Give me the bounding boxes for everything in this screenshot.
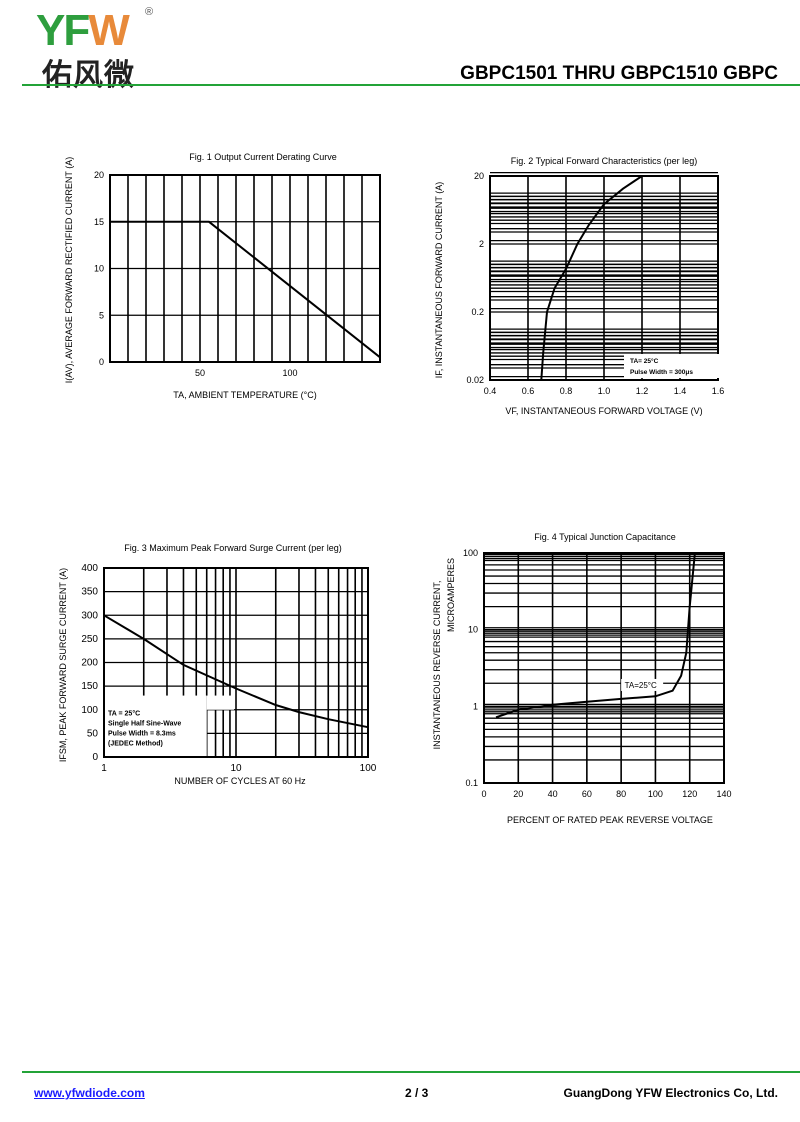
- y-tick-label: 50: [87, 728, 99, 739]
- page-number: 2 / 3: [405, 1086, 429, 1100]
- series-line-reverse: [495, 552, 696, 719]
- series-line-forward: [540, 175, 643, 381]
- annotation-text: Pulse Width = 8.3ms: [108, 730, 176, 737]
- document-title: GBPC1501 THRU GBPC1510 GBPC: [460, 63, 778, 84]
- x-tick-label: 120: [682, 789, 697, 799]
- y-tick-label: 15: [94, 217, 104, 227]
- x-tick-label: 1.0: [598, 386, 611, 396]
- y-axis-label: I(AV), AVERAGE FORWARD RECTIFIED CURRENT…: [64, 157, 74, 384]
- chart-1: 50 100 0 5 10 15 20 Fig. 1 Output Current Derat…: [64, 152, 381, 400]
- legend-box-ext: [206, 695, 234, 710]
- annotation-text: (JEDEC Method): [108, 740, 163, 747]
- chart-title: Fig. 4 Typical Junction Capacitance: [534, 532, 675, 542]
- x-axis-label: VF, INSTANTANEOUS FORWARD VOLTAGE (V): [505, 406, 702, 416]
- y-tick-label: 2: [479, 239, 484, 249]
- y-axis-label: IF, INSTANTANEOUS FORWARD CURRENT (A): [434, 182, 444, 379]
- x-tick-label: 1.6: [712, 386, 725, 396]
- y-tick-label: 200: [81, 658, 98, 669]
- y-tick-label: 100: [463, 548, 478, 558]
- registered-mark: ®: [145, 6, 154, 18]
- x-tick-label: 50: [195, 368, 205, 378]
- x-tick-label: 60: [582, 789, 592, 799]
- series-line-derating: [110, 220, 381, 359]
- x-tick-label: 0.4: [484, 386, 497, 396]
- series-line-surge: [103, 614, 369, 729]
- y-tick-label: 0.2: [471, 307, 484, 317]
- y-tick-label: 150: [81, 681, 98, 692]
- y-tick-label: 300: [81, 610, 98, 621]
- plot-area: [483, 552, 725, 784]
- x-tick-label: 0: [481, 789, 486, 799]
- y-tick-label: 400: [81, 563, 98, 574]
- chart-title: Fig. 2 Typical Forward Characteristics (…: [511, 156, 697, 166]
- y-tick-label: 20: [94, 170, 104, 180]
- x-axis-label: NUMBER OF CYCLES AT 60 Hz: [174, 776, 306, 786]
- y-tick-label: 5: [99, 310, 104, 320]
- x-tick-label: 1: [101, 763, 107, 774]
- y-tick-label: 1: [473, 701, 478, 711]
- logo-chinese-text: 佑风微: [42, 59, 135, 92]
- x-tick-label: 1.4: [674, 386, 687, 396]
- annotation-text: TA = 25°C: [108, 709, 140, 717]
- legend-box: [105, 695, 207, 756]
- x-tick-label: 80: [616, 789, 626, 799]
- chart-4: TA=25°C 0 20 40 60 80 100 120 140 0.1 1 10 100 Fig. 4…: [432, 532, 732, 825]
- company-logo: YFW ® 佑风微: [28, 6, 158, 92]
- y-tick-label: 100: [81, 705, 98, 716]
- y-tick-label: 0: [99, 357, 104, 367]
- y-tick-label: 250: [81, 634, 98, 645]
- x-tick-label: 20: [513, 789, 523, 799]
- header-rule: [22, 84, 800, 86]
- x-tick-label: 10: [230, 763, 242, 774]
- x-tick-label: 100: [648, 789, 663, 799]
- annotation-text: Single Half Sine-Wave: [108, 720, 181, 727]
- legend-box: [624, 354, 736, 378]
- x-tick-label: 1.2: [636, 386, 649, 396]
- x-axis-label: TA, AMBIENT TEMPERATURE (°C): [173, 390, 316, 400]
- x-axis-label: PERCENT OF RATED PEAK REVERSE VOLTAGE: [507, 815, 713, 825]
- logo-mark: YFW: [36, 6, 130, 55]
- company-name: GuangDong YFW Electronics Co, Ltd.: [563, 1086, 778, 1100]
- y-tick-label: 20: [474, 171, 484, 181]
- chart-title: Fig. 1 Output Current Derating Curve: [189, 152, 337, 162]
- footer-rule: [22, 1071, 800, 1073]
- annotation-text: Pulse Width = 300μs: [630, 369, 693, 376]
- x-tick-label: 140: [716, 789, 731, 799]
- x-tick-label: 40: [548, 789, 558, 799]
- y-tick-label: 10: [468, 625, 478, 635]
- chart-title: Fig. 3 Maximum Peak Forward Surge Curren…: [124, 543, 342, 553]
- y-axis-label: INSTANTANEOUS REVERSE CURRENT,: [432, 581, 442, 750]
- website-link[interactable]: www.yfwdiode.com: [34, 1086, 145, 1100]
- annotation-text: TA= 25°C: [630, 357, 659, 365]
- x-tick-label: 0.8: [560, 386, 573, 396]
- x-tick-label: 0.6: [522, 386, 535, 396]
- y-tick-label: 350: [81, 587, 98, 598]
- y-axis-label: IFSM, PEAK FORWARD SURGE CURRENT (A): [58, 568, 68, 762]
- chart-3: TA = 25°C Single Half Sine-Wave Pulse Widt…: [58, 543, 377, 786]
- y-tick-label: 0.1: [465, 778, 478, 788]
- y-tick-label: 0.02: [466, 375, 484, 385]
- annotation-text: TA=25°C: [625, 681, 657, 690]
- chart-2: TA= 25°C Pulse Width = 300μs 0.4 0.6 0.8 1.0 1…: [434, 156, 736, 416]
- y-axis-label-secondary: MICROAMPERES: [446, 558, 456, 632]
- x-tick-label: 100: [360, 763, 377, 774]
- y-tick-label: 0: [92, 752, 98, 763]
- x-tick-label: 100: [282, 368, 297, 378]
- y-tick-label: 10: [94, 264, 104, 274]
- label-box: [621, 678, 664, 691]
